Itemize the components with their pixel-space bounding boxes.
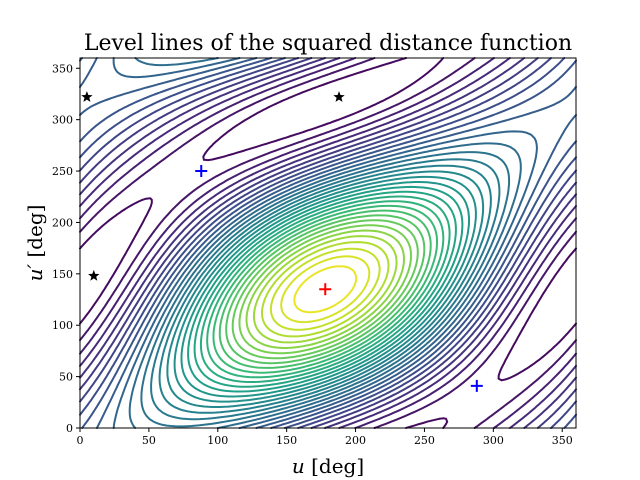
y-tick-label: 100 <box>52 319 73 332</box>
contour-level <box>112 57 538 429</box>
contour-level <box>206 200 445 379</box>
y-axis-label-var: u′ <box>23 264 47 282</box>
contour-level <box>79 57 577 429</box>
x-axis-ticks: 0 50 100 150 200 250 300 350 <box>77 428 573 447</box>
x-axis-label: u [deg] <box>292 454 364 478</box>
x-tick-label: 250 <box>414 434 435 447</box>
x-tick-label: 300 <box>483 434 504 447</box>
x-tick-label: 100 <box>207 434 228 447</box>
y-tick-label: 150 <box>52 268 73 281</box>
contour-level <box>245 229 405 349</box>
saddle-star-marker <box>333 91 345 102</box>
y-axis-label: u′ [deg] <box>23 205 47 282</box>
x-tick-label: 50 <box>142 434 156 447</box>
contour-level <box>218 209 432 369</box>
x-tick-label: 150 <box>276 434 297 447</box>
saddle-star-marker <box>88 269 100 281</box>
contour-level <box>79 57 577 429</box>
contour-lines <box>79 57 577 429</box>
contour-level <box>252 235 398 344</box>
contour-level <box>261 241 390 338</box>
contour-level <box>180 181 470 398</box>
y-tick-label: 250 <box>52 165 73 178</box>
x-tick-label: 200 <box>345 434 366 447</box>
contour-level <box>79 57 577 429</box>
contour-level <box>280 255 371 324</box>
contour-level <box>269 247 381 331</box>
maximum-plus-marker <box>319 283 332 296</box>
x-tick-label: 0 <box>77 434 84 447</box>
x-axis-label-unit: [deg] <box>305 454 364 478</box>
x-tick-label: 350 <box>552 434 573 447</box>
x-axis-label-var: u <box>292 454 305 478</box>
contour-level <box>193 190 457 388</box>
contour-level <box>79 57 577 429</box>
y-axis-label-unit: [deg] <box>23 205 47 264</box>
y-tick-label: 200 <box>52 216 73 229</box>
y-tick-label: 300 <box>52 114 73 127</box>
contour-level <box>166 170 485 408</box>
y-tick-label: 0 <box>66 422 73 435</box>
contour-level <box>79 57 577 429</box>
minimum-plus-marker <box>195 165 208 178</box>
contour-level <box>212 204 438 374</box>
contour-level <box>238 224 413 355</box>
markers <box>81 91 483 392</box>
contour-level <box>158 164 492 414</box>
saddle-star-marker <box>81 91 93 102</box>
contour-level <box>231 219 419 360</box>
contour-level <box>225 214 426 365</box>
contour-level <box>173 175 477 403</box>
minimum-plus-marker <box>470 379 483 392</box>
contour-level <box>128 57 522 429</box>
y-tick-label: 350 <box>52 62 73 75</box>
plot-frame <box>79 57 577 429</box>
y-axis-ticks: 0 50 100 150 200 250 300 350 <box>52 62 80 435</box>
contour-level <box>199 195 451 383</box>
chart-title: Level lines of the squared distance func… <box>84 31 572 56</box>
contour-level <box>187 185 464 393</box>
contour-level <box>293 265 358 314</box>
contour-level <box>79 57 577 429</box>
contour-level <box>140 151 511 428</box>
y-tick-label: 50 <box>59 371 73 384</box>
contour-level <box>79 57 577 429</box>
contour-level <box>150 158 501 421</box>
contour-level <box>79 57 577 429</box>
